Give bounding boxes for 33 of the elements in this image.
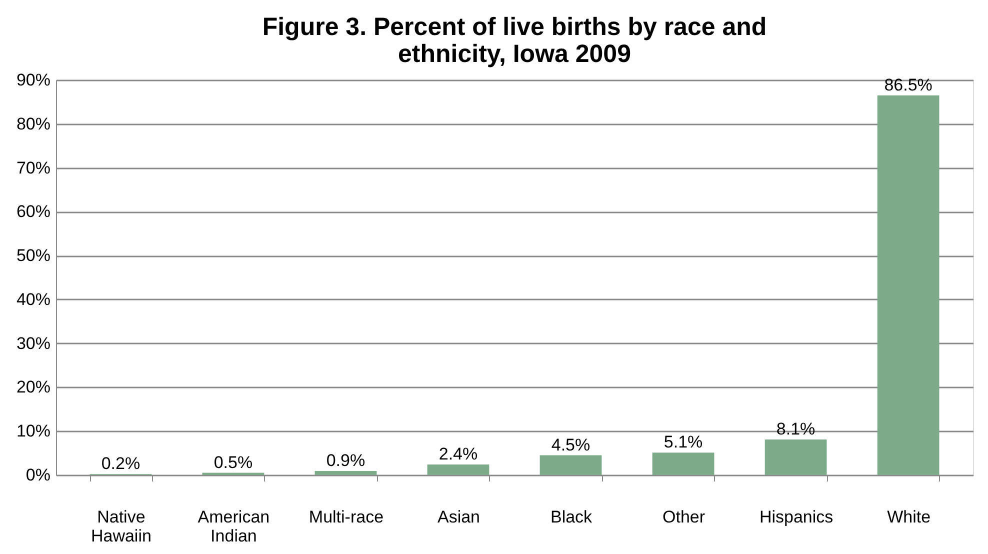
x-tick-label: Hispanics xyxy=(759,508,834,526)
data-label: 8.1% xyxy=(776,419,816,438)
bar xyxy=(877,95,940,475)
x-tick-label: Native Hawaiin xyxy=(90,508,152,546)
chart-title: Figure 3. Percent of live births by race and ethnicity, Iowa 2009 xyxy=(262,13,767,68)
y-tick-label: 40% xyxy=(16,290,50,309)
y-tick-label: 90% xyxy=(16,70,50,90)
y-tick-label: 80% xyxy=(16,114,50,134)
y-tick-label: 0% xyxy=(26,466,50,484)
y-tick-label: 30% xyxy=(16,334,50,353)
bar xyxy=(314,471,377,475)
data-label: 5.1% xyxy=(664,432,703,452)
y-tick-label: 60% xyxy=(16,202,50,222)
bar xyxy=(540,455,602,475)
x-tick-label: Black xyxy=(550,508,593,526)
data-label: 0.5% xyxy=(214,452,253,472)
y-tick-label: 70% xyxy=(16,158,50,178)
data-label: 86.5% xyxy=(884,75,932,94)
x-tick-label: American Indian xyxy=(198,508,270,546)
x-tick-label: Multi-race xyxy=(308,508,384,526)
bar xyxy=(764,439,827,475)
bar xyxy=(427,464,490,475)
data-label: 2.4% xyxy=(438,444,478,464)
data-label: 4.5% xyxy=(551,435,590,454)
x-tick-label: White xyxy=(887,508,931,526)
x-tick-label: Other xyxy=(662,508,706,526)
data-label: 0.2% xyxy=(101,454,140,474)
y-tick-label: 10% xyxy=(16,422,50,441)
y-tick-label: 50% xyxy=(16,246,50,266)
bar xyxy=(652,452,714,475)
data-label: 0.9% xyxy=(326,451,366,470)
x-tick-label: Asian xyxy=(437,508,480,526)
y-tick-label: 20% xyxy=(16,378,50,397)
